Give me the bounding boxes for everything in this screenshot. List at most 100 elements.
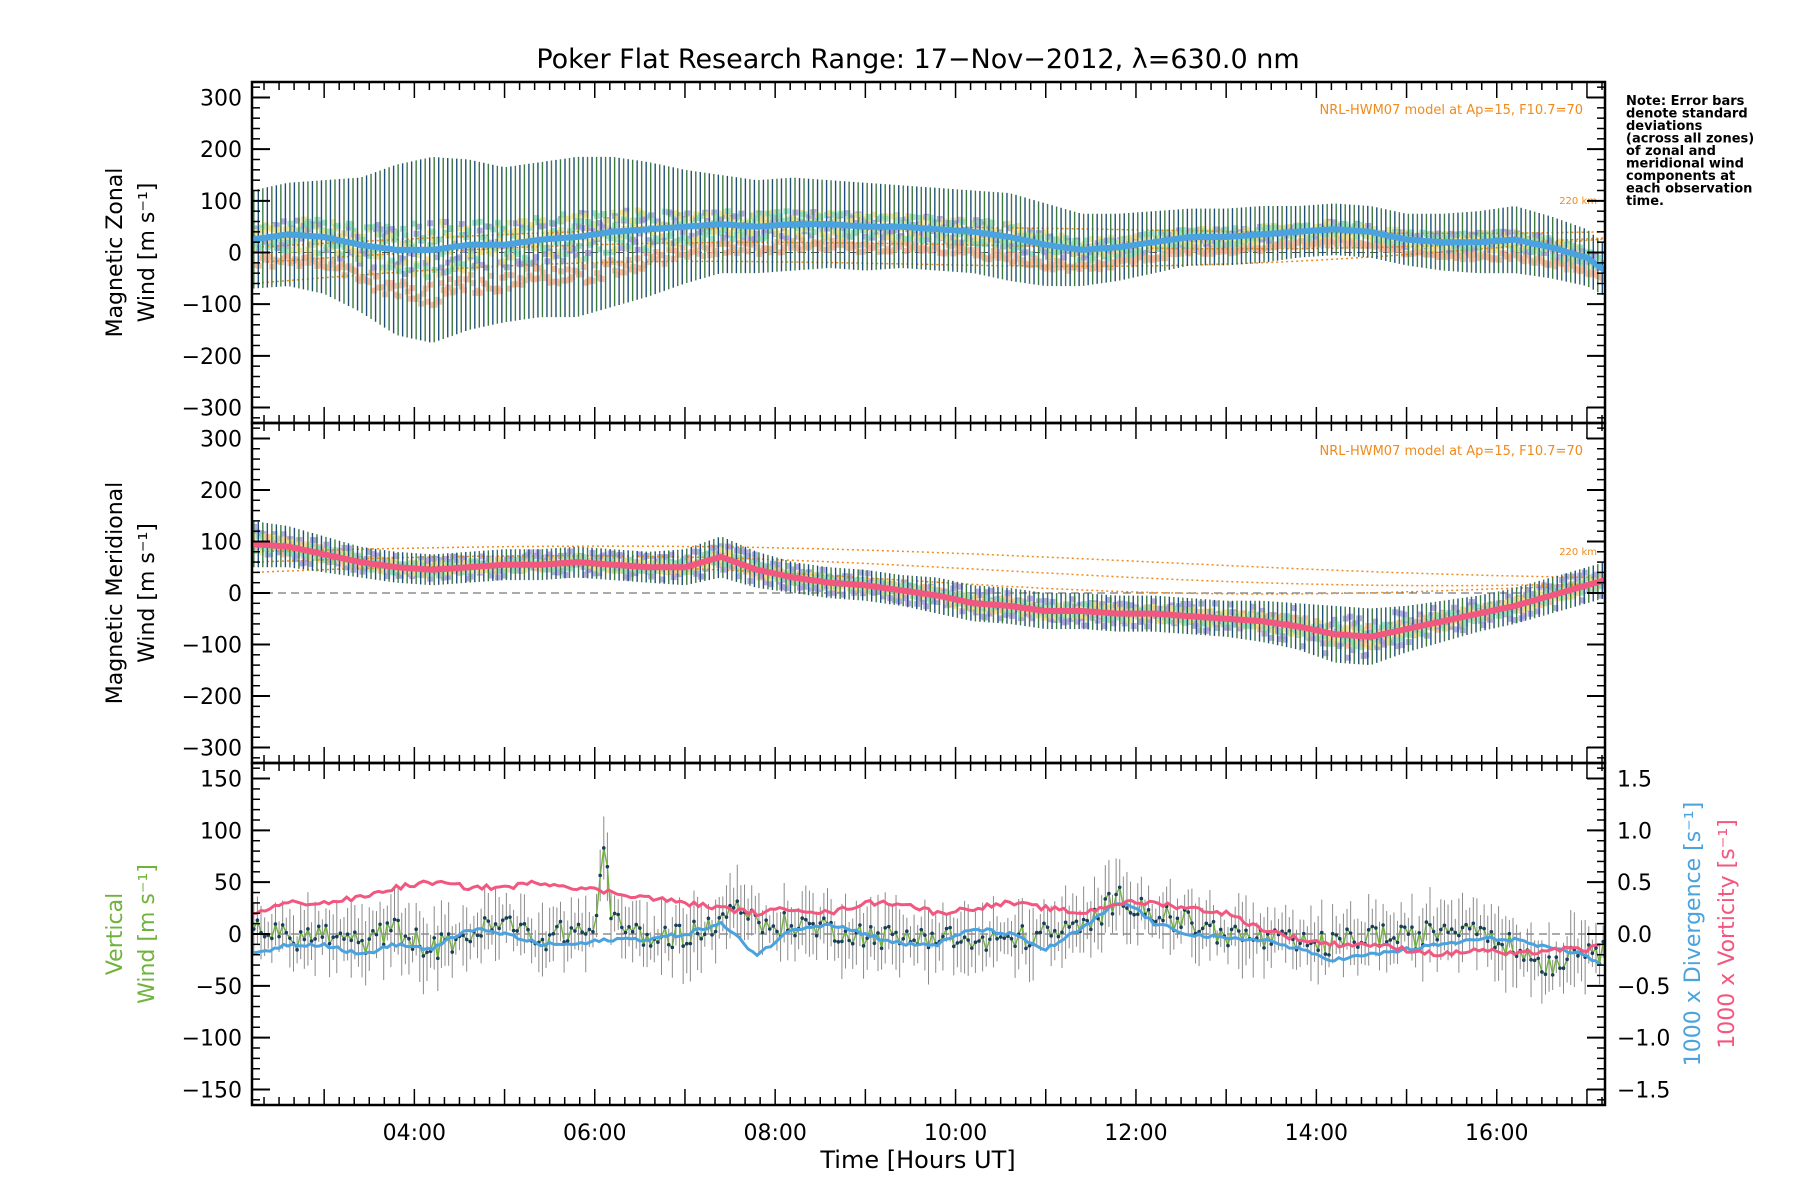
zone-point xyxy=(736,214,743,221)
zone-point xyxy=(1444,234,1451,241)
zone-point xyxy=(853,242,860,249)
zone-point xyxy=(307,253,314,260)
zone-point xyxy=(1114,249,1121,256)
zone-point xyxy=(569,274,576,281)
zone-point xyxy=(252,245,258,252)
zone-point xyxy=(1011,246,1018,253)
y-tick-label: −300 xyxy=(182,397,242,422)
zone-point xyxy=(343,559,350,566)
zone-point xyxy=(718,216,725,223)
zone-point xyxy=(1011,258,1018,265)
zone-point xyxy=(1371,618,1378,625)
zone-point xyxy=(501,572,508,579)
zone-point xyxy=(605,261,612,268)
zone-point xyxy=(1223,226,1230,233)
zone-point xyxy=(451,287,458,294)
zone-point xyxy=(1092,601,1099,608)
zone-point xyxy=(560,211,567,218)
zone-point xyxy=(596,570,603,577)
zone-point xyxy=(1317,624,1324,631)
zone-point xyxy=(474,263,481,270)
mean-wind-line xyxy=(252,221,1605,274)
zone-point xyxy=(722,226,729,233)
zone-point xyxy=(952,220,959,227)
zone-point xyxy=(447,276,454,283)
zone-point xyxy=(438,264,445,271)
zone-point xyxy=(564,215,571,222)
zone-point xyxy=(650,229,657,236)
zone-point xyxy=(677,251,684,258)
zone-point xyxy=(988,219,995,226)
zone-point xyxy=(826,590,833,597)
zone-point xyxy=(948,238,955,245)
zone-point xyxy=(298,226,305,233)
zone-point xyxy=(384,573,391,580)
note-line: denote standard xyxy=(1626,107,1748,122)
zone-point xyxy=(321,557,328,564)
note-line: time. xyxy=(1626,194,1664,209)
zone-point xyxy=(460,556,467,563)
zone-point xyxy=(609,209,616,216)
zone-point xyxy=(975,241,982,248)
zone-point xyxy=(839,591,846,598)
zone-point xyxy=(1394,241,1401,248)
zone-point xyxy=(984,589,991,596)
zone-point xyxy=(460,267,467,274)
zone-point xyxy=(393,230,400,237)
zone-point xyxy=(1268,234,1275,241)
zone-point xyxy=(654,218,661,225)
zone-point xyxy=(785,563,792,570)
zone-point xyxy=(1286,224,1293,231)
zone-point xyxy=(663,254,670,261)
zone-point xyxy=(573,252,580,259)
zone-point xyxy=(1453,254,1460,261)
zone-point xyxy=(632,268,639,275)
note-line: each observation xyxy=(1626,182,1752,197)
zone-point xyxy=(1462,230,1469,237)
zone-point xyxy=(1015,599,1022,606)
zone-point xyxy=(560,257,567,264)
zone-point xyxy=(488,572,495,579)
zone-point xyxy=(546,551,553,558)
zone-point xyxy=(1322,236,1329,243)
zone-point xyxy=(442,556,449,563)
zone-point xyxy=(1250,603,1257,610)
zone-point xyxy=(718,549,725,556)
zone-point xyxy=(745,553,752,560)
zone-point xyxy=(704,245,711,252)
zone-point xyxy=(415,223,422,230)
zone-point xyxy=(424,274,431,281)
zone-point xyxy=(492,245,499,252)
zone-point xyxy=(1331,616,1338,623)
zone-point xyxy=(650,567,657,574)
zone-point xyxy=(808,225,815,232)
zone-point xyxy=(325,265,332,272)
zone-point xyxy=(1250,609,1257,616)
zone-point xyxy=(659,233,666,240)
zone-point xyxy=(533,215,540,222)
zone-point xyxy=(424,560,431,567)
zone-point xyxy=(370,264,377,271)
note-line: meridional wind xyxy=(1626,157,1744,172)
zone-point xyxy=(736,233,743,240)
zone-point xyxy=(379,284,386,291)
zone-point xyxy=(727,544,734,551)
zone-point xyxy=(316,261,323,268)
zone-point xyxy=(551,227,558,234)
y-tick-label: 100 xyxy=(200,190,242,215)
zone-point xyxy=(469,245,476,252)
zone-point xyxy=(1268,634,1275,641)
zone-point xyxy=(952,236,959,243)
zone-point xyxy=(681,218,688,225)
zone-point xyxy=(641,262,648,269)
zone-point xyxy=(902,236,909,243)
zone-point xyxy=(1065,602,1072,609)
zone-point xyxy=(456,225,463,232)
zone-point xyxy=(1227,250,1234,257)
zone-point xyxy=(420,290,427,297)
zone-point xyxy=(1362,651,1369,658)
zone-point xyxy=(686,556,693,563)
zone-point xyxy=(1561,261,1568,268)
zone-point xyxy=(911,230,918,237)
